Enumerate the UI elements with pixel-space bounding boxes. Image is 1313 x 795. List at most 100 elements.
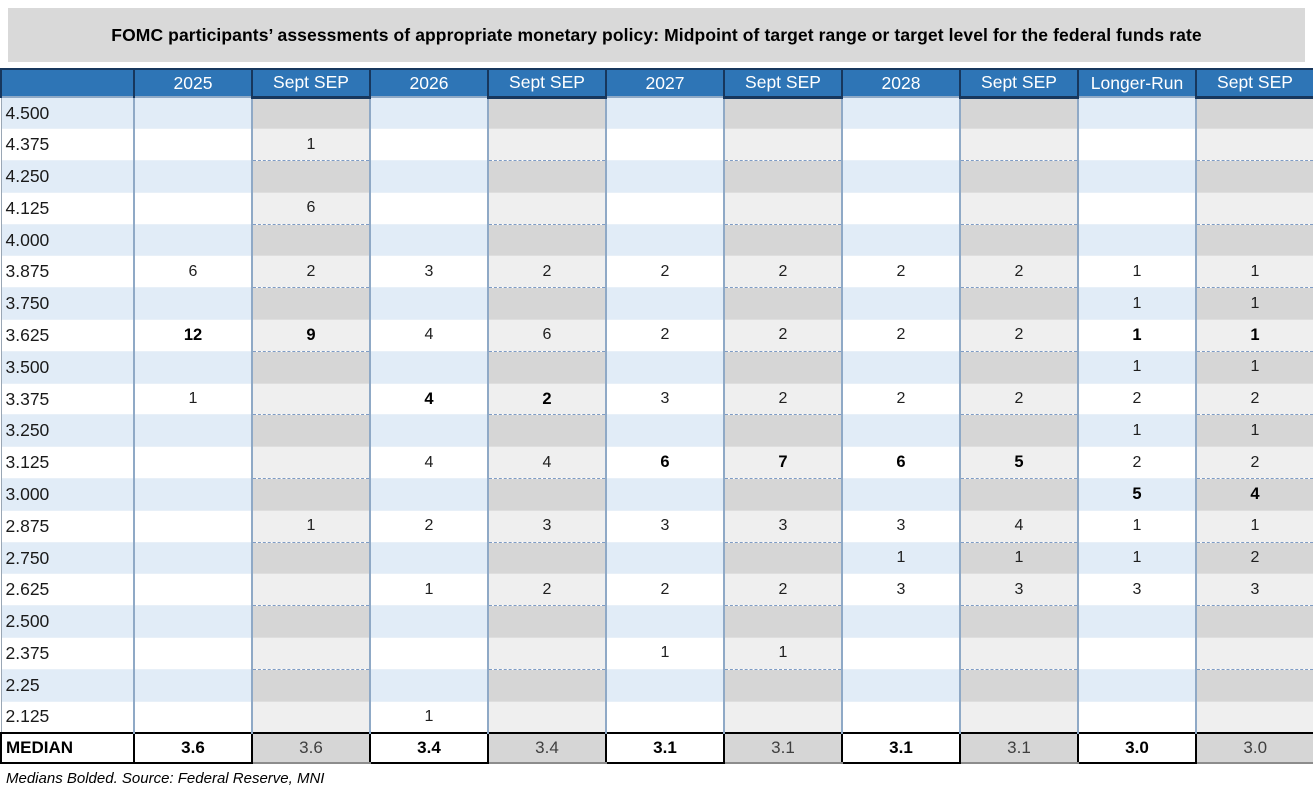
column-header: Sept SEP <box>723 68 843 97</box>
count-cell <box>251 573 371 606</box>
rate-label: 2.875 <box>0 509 135 543</box>
column-header: Sept SEP <box>487 68 607 97</box>
count-cell: 2 <box>1195 382 1313 415</box>
count-cell <box>133 350 253 384</box>
count-cell <box>487 223 607 256</box>
count-cell <box>605 128 725 161</box>
count-cell: 2 <box>1195 541 1313 574</box>
count-cell <box>369 414 489 447</box>
count-cell <box>133 605 253 638</box>
count-cell: 2 <box>251 255 371 288</box>
count-cell <box>133 700 253 733</box>
count-cell <box>841 478 961 511</box>
count-cell <box>605 96 725 129</box>
column-header: Longer-Run <box>1077 68 1197 97</box>
count-cell <box>133 96 253 129</box>
count-cell: 1 <box>1195 287 1313 320</box>
count-cell <box>487 637 607 670</box>
count-cell <box>1077 700 1197 733</box>
count-cell <box>959 478 1079 511</box>
count-cell: 4 <box>369 319 489 352</box>
count-cell <box>133 191 253 225</box>
count-cell: 4 <box>369 382 489 415</box>
count-cell <box>1077 637 1197 670</box>
count-cell <box>1077 128 1197 161</box>
count-cell <box>1195 191 1313 225</box>
count-cell: 1 <box>369 573 489 606</box>
count-cell <box>959 668 1079 702</box>
table-row: 2.750 1 1 1 2 <box>0 541 1313 574</box>
count-cell: 1 <box>251 128 371 161</box>
count-cell <box>959 350 1079 384</box>
count-cell: 1 <box>1077 350 1197 384</box>
count-cell <box>605 350 725 384</box>
count-cell: 2 <box>841 382 961 415</box>
median-value: 3.6 <box>133 731 253 764</box>
count-cell <box>605 191 725 225</box>
count-cell <box>1077 96 1197 129</box>
rate-label: 2.750 <box>0 541 135 574</box>
count-cell <box>369 160 489 193</box>
count-cell <box>487 287 607 320</box>
count-cell <box>1077 160 1197 193</box>
count-cell <box>487 128 607 161</box>
count-cell <box>1195 668 1313 702</box>
count-cell <box>1195 700 1313 733</box>
count-cell <box>251 605 371 638</box>
count-cell <box>723 700 843 733</box>
rate-label: 2.625 <box>0 573 135 606</box>
count-cell: 1 <box>1077 287 1197 320</box>
count-cell: 6 <box>133 255 253 288</box>
count-cell <box>959 605 1079 638</box>
rate-label: 3.750 <box>0 287 135 320</box>
count-cell: 4 <box>1195 478 1313 511</box>
rate-label: 3.375 <box>0 382 135 415</box>
table-row: 2.375 1 1 <box>0 637 1313 670</box>
count-cell <box>369 223 489 256</box>
median-value: 3.1 <box>605 731 725 764</box>
count-cell <box>487 605 607 638</box>
rate-label: 2.125 <box>0 700 135 733</box>
count-cell: 1 <box>251 509 371 543</box>
count-cell <box>1195 128 1313 161</box>
rate-label: 2.375 <box>0 637 135 670</box>
count-cell: 1 <box>605 637 725 670</box>
count-cell <box>959 287 1079 320</box>
rate-label: 4.125 <box>0 191 135 225</box>
title-bar: FOMC participants’ assessments of approp… <box>8 8 1305 62</box>
count-cell <box>605 223 725 256</box>
median-value: 3.0 <box>1077 731 1197 764</box>
count-cell: 2 <box>959 382 1079 415</box>
table-row: 3.750 1 1 <box>0 287 1313 320</box>
count-cell <box>369 287 489 320</box>
count-cell <box>841 350 961 384</box>
rate-label: 4.500 <box>0 96 135 129</box>
count-cell <box>487 160 607 193</box>
count-cell: 4 <box>369 446 489 479</box>
count-cell <box>841 128 961 161</box>
count-cell <box>841 700 961 733</box>
rate-label: 4.250 <box>0 160 135 193</box>
count-cell <box>487 541 607 574</box>
count-cell <box>487 191 607 225</box>
count-cell <box>251 350 371 384</box>
count-cell: 2 <box>959 255 1079 288</box>
count-cell: 1 <box>1195 319 1313 352</box>
count-cell <box>605 605 725 638</box>
count-cell <box>959 637 1079 670</box>
count-cell <box>841 191 961 225</box>
fomc-table: 2025 Sept SEP 2026 Sept SEP 2027 Sept SEP 2028… <box>0 68 1313 764</box>
count-cell <box>133 668 253 702</box>
count-cell: 6 <box>841 446 961 479</box>
count-cell: 1 <box>1195 414 1313 447</box>
count-cell: 3 <box>1195 573 1313 606</box>
rate-label: 3.500 <box>0 350 135 384</box>
count-cell <box>369 541 489 574</box>
count-cell <box>251 287 371 320</box>
count-cell <box>1077 223 1197 256</box>
count-cell <box>1077 191 1197 225</box>
count-cell: 6 <box>487 319 607 352</box>
median-label: MEDIAN <box>0 731 135 764</box>
count-cell <box>959 128 1079 161</box>
count-cell: 1 <box>1077 319 1197 352</box>
